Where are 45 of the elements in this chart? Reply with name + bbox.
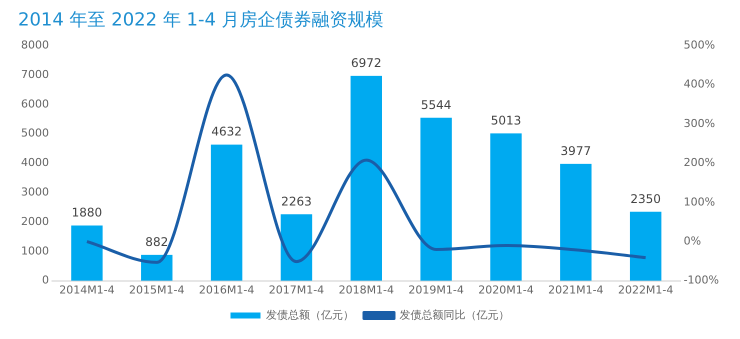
- x-tick-label: 2018M1-4: [338, 283, 394, 296]
- y2-tick-label: 200%: [684, 156, 716, 170]
- legend-label: 发债总额同比（亿元）: [400, 308, 510, 322]
- data-label: 5013: [490, 114, 522, 128]
- x-tick-label: 2022M1-4: [618, 283, 674, 296]
- data-label: 2350: [630, 192, 661, 206]
- data-label: 882: [145, 234, 168, 249]
- x-tick-label: 2020M1-4: [478, 283, 534, 296]
- y-tick-label: 4000: [20, 156, 49, 170]
- x-tick-label: 2019M1-4: [408, 283, 464, 296]
- y-tick-label: 8000: [20, 38, 49, 52]
- bar: [280, 214, 312, 281]
- y-tick-label: 6000: [20, 97, 49, 110]
- y2-tick-label: -100%: [684, 274, 720, 287]
- data-label: 4632: [211, 124, 242, 139]
- y-tick-label: 3000: [20, 185, 49, 198]
- y-tick-label: 7000: [20, 68, 49, 81]
- y-tick-label: 2000: [20, 214, 49, 228]
- x-tick-label: 2015M1-4: [129, 283, 184, 296]
- y-tick-label: 0: [42, 274, 49, 287]
- x-tick-label: 2017M1-4: [268, 283, 324, 296]
- data-label: 2263: [281, 194, 312, 208]
- bar: [71, 226, 103, 281]
- y2-tick-label: 300%: [684, 116, 716, 130]
- bar: [490, 133, 522, 281]
- bar: [630, 212, 662, 281]
- x-tick-label: 2014M1-4: [59, 283, 115, 296]
- bar: [560, 164, 592, 281]
- y-tick-label: 1000: [20, 244, 49, 258]
- y2-tick-label: 0%: [684, 234, 702, 248]
- y-tick-label: 5000: [20, 126, 49, 140]
- data-label: 6972: [351, 56, 382, 70]
- x-tick-label: 2016M1-4: [198, 283, 254, 296]
- bar: [210, 144, 242, 281]
- data-label: 3977: [560, 144, 592, 158]
- data-label: 1880: [72, 206, 102, 220]
- chart-title: 2014 年至 2022 年 1-4 月房企债券融资规模: [18, 9, 384, 30]
- bar: [420, 118, 452, 281]
- bar: [350, 76, 382, 281]
- data-label: 5544: [420, 98, 452, 112]
- legend-label: 发债总额（亿元）: [266, 308, 354, 322]
- y2-tick-label: 400%: [684, 78, 716, 91]
- y2-tick-label: 500%: [684, 38, 716, 52]
- y2-tick-label: 100%: [684, 195, 716, 208]
- x-tick-label: 2021M1-4: [548, 283, 604, 296]
